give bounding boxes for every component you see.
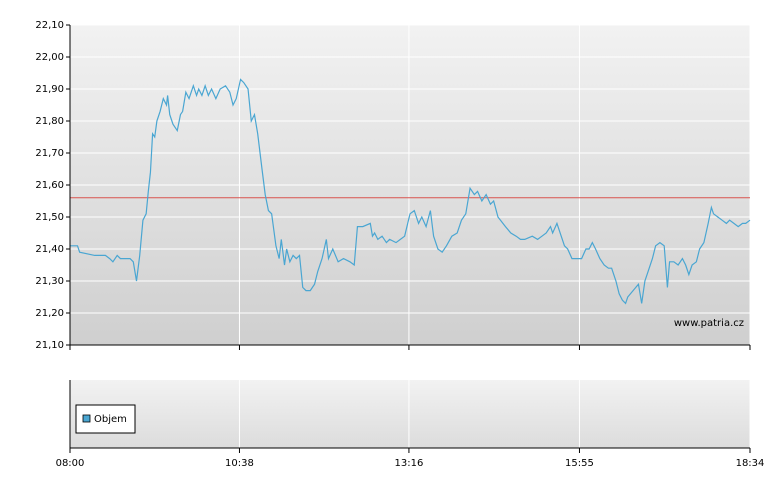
legend-swatch — [82, 414, 91, 423]
x-tick-label: 08:00 — [56, 458, 85, 469]
x-tick-label: 18:34 — [736, 458, 765, 469]
legend-label: Objem — [94, 414, 127, 425]
price-line — [70, 78, 751, 305]
x-tick-label: 10:38 — [225, 458, 254, 469]
y-tick-label: 21,60 — [35, 180, 64, 191]
y-tick-label: 21,10 — [35, 340, 64, 351]
y-tick-label: 22,00 — [35, 52, 64, 63]
y-tick-label: 21,50 — [35, 212, 64, 223]
y-tick-label: 22,10 — [35, 20, 64, 31]
y-tick-label: 21,40 — [35, 244, 64, 255]
y-tick-label: 21,70 — [35, 148, 64, 159]
x-tick-label: 15:55 — [565, 458, 594, 469]
volume-area — [70, 380, 750, 448]
y-tick-label: 21,30 — [35, 276, 64, 287]
x-tick-label: 13:16 — [395, 458, 424, 469]
y-tick-label: 21,80 — [35, 116, 64, 127]
y-tick-label: 21,90 — [35, 84, 64, 95]
y-tick-label: 21,20 — [35, 308, 64, 319]
watermark: www.patria.cz — [674, 318, 744, 329]
